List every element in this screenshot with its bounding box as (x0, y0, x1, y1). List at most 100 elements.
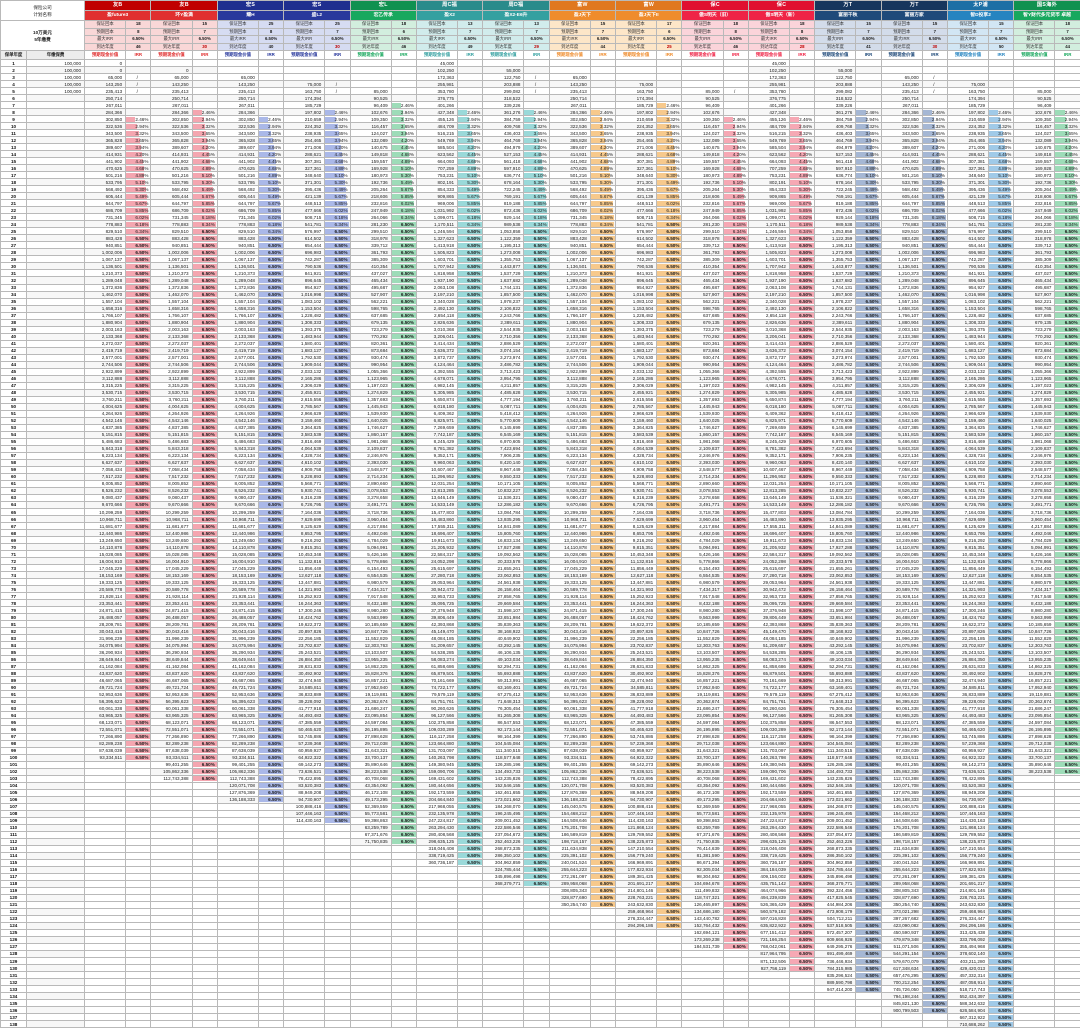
cell-irr-13-33: 6.50% (989, 284, 1014, 291)
cell-irr-9-56: 6.50% (723, 445, 748, 452)
cell-irr-10-53: 6.50% (789, 424, 814, 431)
cell-irr-3-63: 6.50% (325, 494, 350, 501)
row-year-7: 7 (1, 102, 27, 109)
cell-irr-10-26: 6.50% (789, 235, 814, 242)
cell-value-10-24: 1,170,511 (748, 221, 789, 228)
irr-text: 6.50% (534, 243, 547, 248)
cell-irr-8-44: 6.50% (657, 361, 682, 368)
irr-text: 6.50% (799, 446, 812, 451)
cell-value-6-38: 2,389,611 (483, 319, 524, 326)
cell-irr-9-54: 6.50% (723, 431, 748, 438)
cell-value-0-65: 10,299,259 (85, 509, 126, 516)
cell-value-10-46: 4,678,071 (748, 375, 789, 382)
cell-irr-13-40: 6.50% (989, 333, 1014, 340)
irr-text: 6.50% (1065, 580, 1078, 585)
cell-irr-5-64: 6.50% (458, 501, 483, 508)
irr-text: 6.50% (135, 418, 148, 423)
irr-data-bar (126, 117, 135, 122)
cell-irr-4-64: 6.50% (391, 501, 416, 508)
irr-text: 6.50% (1065, 439, 1078, 444)
cell-value-4-40: 770,292 (350, 333, 391, 340)
irr-text: 6.50% (268, 299, 281, 304)
cell-irr-14-20: 5.67% (1055, 193, 1080, 200)
cell-value-5-12: 549,769 (416, 137, 457, 144)
cell-irr-7-76: 6.50% (590, 586, 615, 593)
irr-text: 6.50% (268, 411, 281, 416)
cell-irr-5-69: 6.50% (458, 537, 483, 544)
cell-value-14-25: 299,510 (1014, 228, 1055, 235)
irr-text: 6.50% (335, 271, 348, 276)
cell-irr-3-48: 6.50% (325, 389, 350, 396)
cell-value-0-2: 0 (85, 67, 126, 74)
cell-value-8-19: 395,436 (616, 186, 657, 193)
irr-text: 6.50% (202, 481, 215, 486)
row-year-43: 43 (1, 354, 27, 361)
cell-value-1-69: 13,249,650 (151, 537, 192, 544)
cell-value-9-41: 820,361 (682, 340, 723, 347)
cell-value-4-49: 1,357,693 (350, 396, 391, 403)
cell-irr-14-7 (1055, 102, 1080, 109)
irr-text: 3.65% (202, 131, 215, 136)
cell-value-3-75: 13,447,881 (284, 579, 325, 586)
cell-irr-14-46: 6.50% (1055, 375, 1080, 382)
cell-value-1-19: 568,492 (151, 186, 192, 193)
meta-label-guaranteed-4: 保证回本 (350, 21, 391, 29)
irr-text: 6.50% (799, 566, 812, 571)
irr-text: 6.50% (733, 559, 746, 564)
cell-value-9-38: 679,135 (682, 319, 723, 326)
irr-text: 6.50% (401, 495, 414, 500)
cell-irr-5-75: 6.50% (458, 579, 483, 586)
cell-irr-2-80: 6.50% (258, 614, 283, 621)
cell-value-14-23: 264,066 (1014, 214, 1055, 221)
cell-value-9-29: 385,309 (682, 256, 723, 263)
irr-text: 6.50% (666, 397, 679, 402)
irr-text: 5.67% (268, 201, 281, 206)
cell-value-4-64: 3,491,771 (350, 501, 391, 508)
row-year-19: 19 (1, 186, 27, 193)
cell-irr-2-23: 6.02% (258, 214, 283, 221)
cell-irr-3-56: 6.50% (325, 445, 350, 452)
irr-text: 6.50% (135, 545, 148, 550)
cell-value-4-22: 247,949 (350, 207, 391, 214)
irr-text: 6.50% (733, 453, 746, 458)
cell-value-6-22: 872,436 (483, 207, 524, 214)
cell-irr-3-4: / (325, 81, 350, 88)
cell-irr-6-33: 6.50% (524, 284, 549, 291)
row-year-28: 28 (1, 249, 27, 256)
cell-irr-7-25: 6.50% (590, 228, 615, 235)
cell-irr-11-26: 6.50% (856, 235, 881, 242)
irr-text: 6.50% (733, 587, 746, 592)
cell-irr-4-54: 6.50% (391, 431, 416, 438)
cell-irr-0-56: 6.50% (126, 445, 151, 452)
cell-irr-3-42: 6.50% (325, 347, 350, 354)
cell-irr-10-56: 6.50% (789, 445, 814, 452)
cell-value-11-15: 561,418 (815, 158, 856, 165)
cell-irr-10-38: 6.50% (789, 319, 814, 326)
cell-irr-8-49: 6.50% (657, 396, 682, 403)
irr-text: 2.94% (932, 117, 945, 122)
product-plan-5: 盈X2 (416, 11, 482, 21)
cell-irr-10-47: 6.50% (789, 382, 814, 389)
cell-irr-2-53: 6.50% (258, 424, 283, 431)
irr-text: 6.50% (600, 327, 613, 332)
cell-value-12-56: 5,843,318 (881, 445, 922, 452)
cell-value-8-79: 17,300,246 (616, 607, 657, 614)
cell-irr-8-45: 6.50% (657, 368, 682, 375)
cell-irr-12-19: 5.49% (922, 186, 947, 193)
meta-label-reach_year-8: 到达年度 (616, 43, 657, 51)
cell-irr-0-52: 6.50% (126, 417, 151, 424)
irr-text: 6.50% (335, 488, 348, 493)
irr-text: 6.50% (1065, 397, 1078, 402)
cell-value-0-48: 3,530,715 (85, 389, 126, 396)
cell-value-5-79: 37,376,948 (416, 607, 457, 614)
cell-value-1-38: 1,880,904 (151, 319, 192, 326)
irr-text: 6.50% (467, 285, 480, 290)
meta-value-guaranteed-3: 25 (325, 21, 350, 29)
irr-text: 6.50% (866, 467, 879, 472)
row-premium-66 (27, 516, 85, 523)
col-header-value-14: 预期现金价值 (1014, 51, 1055, 60)
meta-value-guaranteed-7: 15 (590, 21, 615, 29)
cell-value-0-3: 65,000 (85, 74, 126, 81)
